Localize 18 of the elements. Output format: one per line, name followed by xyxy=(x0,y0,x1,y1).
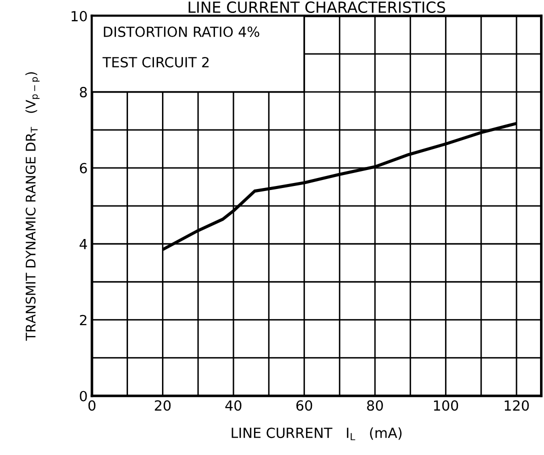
x-tick-label: 0 xyxy=(88,400,96,411)
text: TRANSMIT DYNAMIC RANGE DR$_{T}$ (V$_{p−p}$) xyxy=(25,72,40,341)
x-tick-label: 80 xyxy=(367,400,383,411)
y-tick-label: 4 xyxy=(80,239,87,250)
chart-title: LINE CURRENT CHARACTERISTICS xyxy=(188,1,446,13)
y-tick-label: 8 xyxy=(80,86,87,98)
x-tick-label: 20 xyxy=(154,400,171,411)
y-tick-label: 10 xyxy=(72,10,87,22)
x-tick-label: 120 xyxy=(504,400,529,411)
x-tick-label: 60 xyxy=(296,400,312,411)
x-tick-label: 40 xyxy=(225,400,242,411)
y-tick-label: 0 xyxy=(80,390,87,402)
x-tick-label: 100 xyxy=(434,400,458,411)
y-tick-label: 2 xyxy=(80,314,86,326)
annotation: TEST CIRCUIT 2 xyxy=(102,56,209,68)
annotation: DISTORTION RATIO 4% xyxy=(104,26,260,38)
text: LINE CURRENT I$_{L}$ (mA) xyxy=(232,427,402,440)
y-tick-label: 6 xyxy=(80,162,87,174)
